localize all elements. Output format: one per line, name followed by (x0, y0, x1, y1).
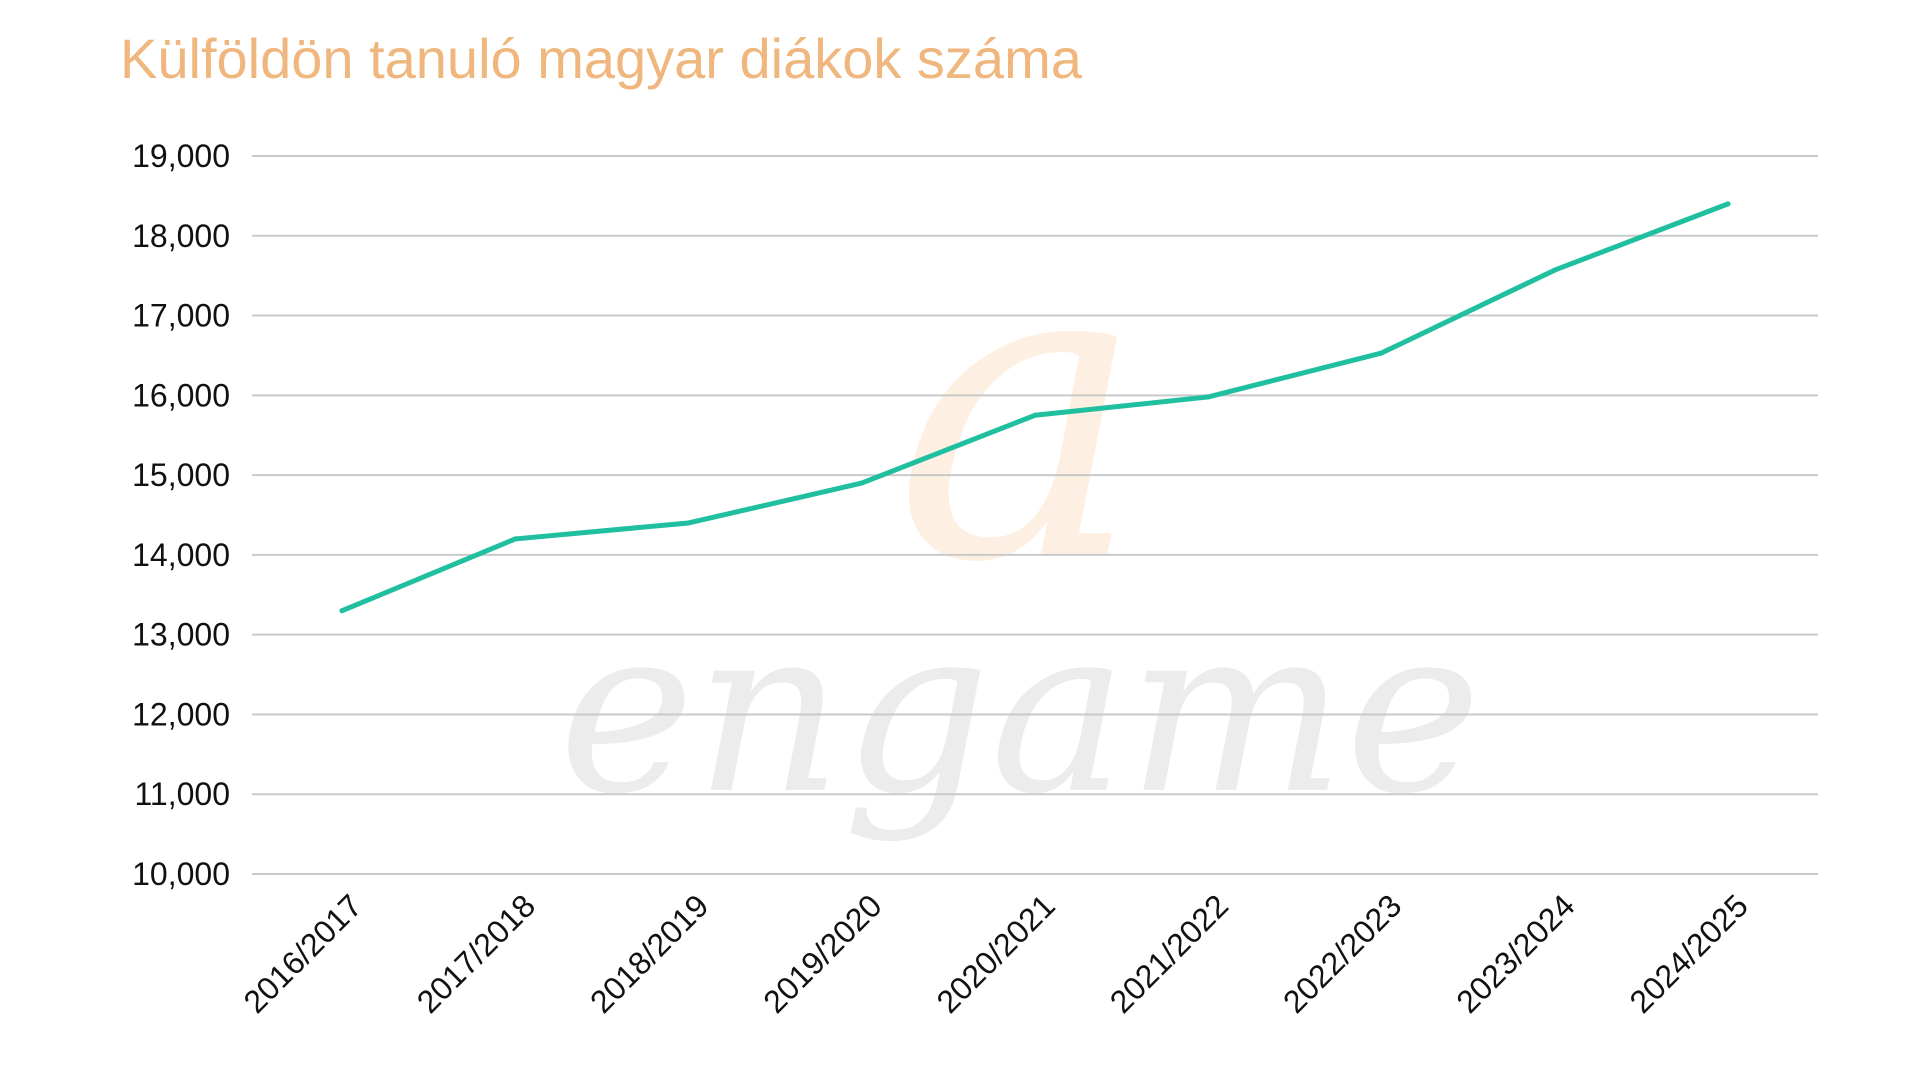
data-point (339, 608, 345, 614)
watermark: a engame (559, 166, 1482, 845)
y-tick-label: 18,000 (132, 218, 230, 254)
y-tick-label: 16,000 (132, 377, 230, 413)
x-axis: 2016/2017 2017/2018 2018/2019 2019/2020 2020… (237, 887, 1755, 1019)
data-point (1725, 201, 1731, 207)
x-tick-label: 2018/2019 (583, 887, 715, 1019)
x-tick-label: 2021/2022 (1103, 887, 1235, 1019)
x-tick-label: 2019/2020 (756, 887, 888, 1019)
y-tick-label: 10,000 (132, 856, 230, 892)
y-tick-label: 11,000 (135, 776, 231, 812)
watermark-word: engame (559, 578, 1482, 845)
y-tick-label: 15,000 (132, 457, 230, 493)
data-point (1552, 267, 1558, 273)
chart-title: Külföldön tanuló magyar diákok száma (120, 27, 1082, 90)
x-tick-label: 2016/2017 (237, 887, 369, 1019)
data-point (512, 536, 518, 542)
y-tick-label: 19,000 (132, 138, 230, 174)
grid (252, 155, 1818, 875)
data-point (686, 520, 691, 526)
y-tick-label: 12,000 (132, 696, 230, 732)
x-tick-label: 2020/2021 (930, 887, 1062, 1019)
x-tick-label: 2017/2018 (410, 887, 542, 1019)
data-point (1032, 412, 1038, 418)
series-layer (339, 201, 1731, 614)
x-tick-label: 2022/2023 (1276, 887, 1408, 1019)
y-tick-label: 13,000 (132, 617, 230, 653)
x-tick-label: 2024/2025 (1623, 887, 1755, 1019)
x-tick-label: 2023/2024 (1449, 887, 1581, 1019)
y-tick-label: 14,000 (132, 537, 230, 573)
data-point (1379, 350, 1384, 356)
y-tick-label: 17,000 (132, 298, 230, 334)
data-point (1205, 394, 1211, 400)
data-point (859, 480, 865, 486)
y-axis: 10,000 11,000 12,000 13,000 14,000 15,000 16,0… (132, 138, 230, 892)
